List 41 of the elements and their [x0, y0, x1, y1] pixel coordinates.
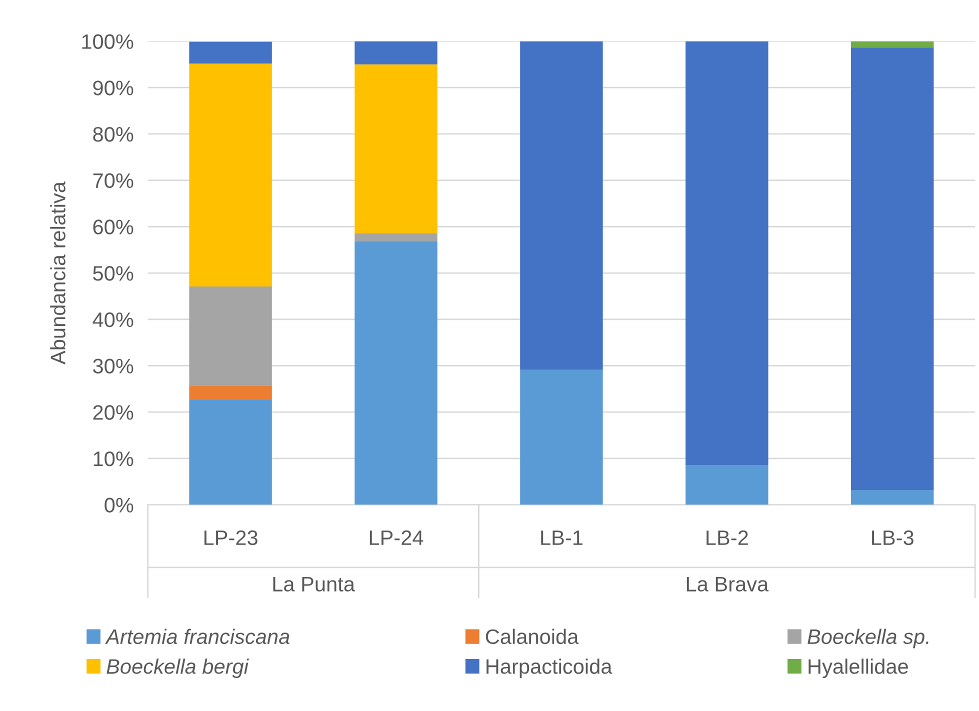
bar	[850, 47, 934, 490]
y-tick-label: 60%	[93, 220, 134, 234]
x-tick-label: LP-24	[370, 530, 424, 545]
text: La Punta	[273, 576, 355, 592]
bar	[354, 41, 438, 64]
bar	[189, 385, 272, 400]
bar	[354, 64, 438, 234]
bar	[686, 464, 768, 505]
y-tick-label: 100%	[82, 34, 134, 49]
bar	[189, 63, 272, 286]
x-tick-label: LB-3	[872, 530, 914, 546]
bar	[520, 370, 603, 505]
y-tick-label: 80%	[93, 126, 134, 142]
text: La Brava	[686, 576, 769, 592]
y-tick-label: 90%	[93, 80, 134, 96]
y-tick-label: 10%	[94, 451, 134, 466]
bar	[189, 400, 272, 505]
bar	[354, 233, 438, 242]
x-tick-label: LP-23	[204, 530, 258, 546]
legend-label: Artemia franciscana	[105, 628, 290, 644]
y-tick-label: 70%	[93, 173, 134, 188]
legend-label: Hyalellidae	[808, 658, 908, 678]
bar	[520, 41, 603, 370]
y-tick-label: 30%	[93, 358, 134, 374]
bar	[189, 286, 272, 386]
legend-label: Boeckella sp.	[808, 628, 928, 648]
bar	[354, 242, 438, 505]
legend-label: Harpacticoida	[486, 658, 612, 678]
bar	[686, 41, 768, 465]
y-tick-label: 0%	[104, 498, 134, 513]
y-axis-title: Abundancia relativa	[50, 182, 66, 364]
legend-label: Boeckella bergi	[106, 658, 249, 678]
legend-label: Calanoida	[486, 628, 579, 644]
bar	[850, 41, 934, 48]
bar	[850, 490, 934, 505]
x-tick-label: LB-2	[706, 530, 748, 545]
y-tick-label: 40%	[92, 312, 134, 328]
bar	[189, 42, 272, 64]
y-tick-label: 50%	[93, 266, 134, 281]
y-tick-label: 20%	[93, 405, 134, 420]
x-tick-label: LB-1	[541, 530, 582, 545]
